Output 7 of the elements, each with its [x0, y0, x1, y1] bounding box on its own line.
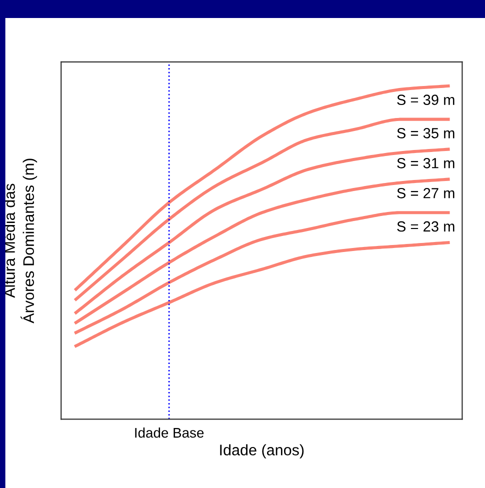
- series-label: S = 23 m: [397, 221, 454, 232]
- series-label: S = 31 m: [397, 158, 454, 168]
- series-label: S = 27 m: [397, 188, 454, 198]
- text: Idade Base: [135, 428, 204, 438]
- x-axis-title: Idade (anos): [220, 444, 304, 458]
- series-label: S = 39 m: [397, 94, 454, 106]
- series-label: S = 35 m: [397, 128, 454, 138]
